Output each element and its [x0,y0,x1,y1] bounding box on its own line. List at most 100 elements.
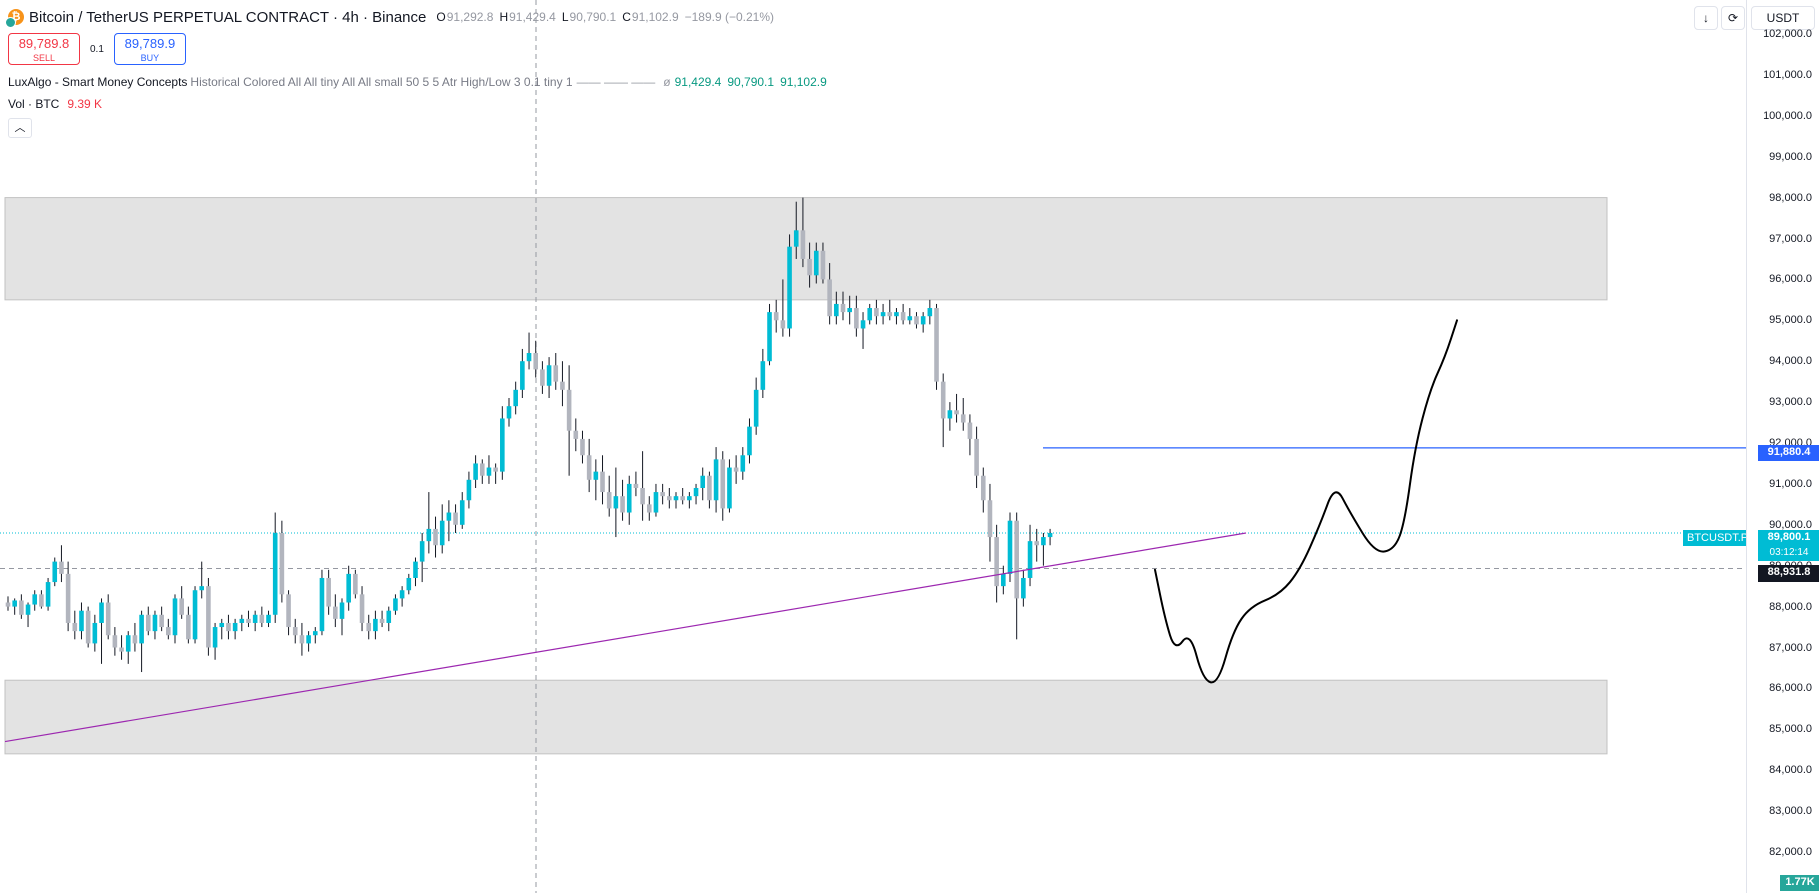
candle [52,557,58,587]
countdown-timer: 03:12:14 [1769,547,1809,558]
candle-body [680,496,685,501]
candle [900,303,906,325]
zone-box-1 [4,197,1608,301]
candle-body [426,528,432,542]
sell-button[interactable]: 89,789.8 SELL [8,33,80,65]
candle [680,487,685,505]
candle [419,532,425,583]
candle [353,569,358,599]
candle [613,467,619,538]
candle [767,303,772,366]
candle [1041,532,1046,566]
symbol-title[interactable]: Bitcoin / TetherUS PERPETUAL CONTRACT · … [29,8,427,26]
candle-body [1034,541,1040,546]
candle [19,594,24,619]
candle [439,504,445,554]
volume-badge: 1.77K [1780,875,1819,891]
ohlc-close: C91,102.9 [622,10,679,24]
candle-body [673,496,679,501]
candle [653,483,659,517]
candle [987,483,993,562]
candle [700,467,706,501]
candle [279,520,285,603]
indicator-params: Historical Colored All All tiny All All … [190,75,573,89]
candle-body [874,308,879,317]
candle [373,610,378,640]
candle [386,606,392,632]
candle-body [813,250,819,276]
candle [586,438,592,493]
candle-body [1007,520,1013,574]
candle [312,627,318,644]
price-tick-label: 88,000.0 [1769,600,1812,613]
candle [152,610,158,640]
candle [980,467,986,513]
candle-body [713,459,719,501]
candle [299,622,305,656]
candle-body [506,406,512,419]
chart-legend: ₿ Bitcoin / TetherUS PERPETUAL CONTRACT … [5,6,827,138]
candle [687,492,692,509]
candle [466,471,472,509]
candle [45,577,51,611]
candle-body [894,312,899,317]
indicator-dashes: —— —— —— [576,75,656,89]
price-tick-label: 101,000.0 [1763,68,1812,81]
candle [600,455,605,505]
buy-button[interactable]: 89,789.9 BUY [113,33,186,65]
candle [192,586,198,644]
candle [1007,512,1013,583]
candle [566,365,572,476]
candle-body [433,528,438,546]
candle [259,606,265,628]
candle-body [954,410,959,415]
candle-body [446,512,452,521]
volume-legend[interactable]: Vol · BTC 9.39 K [8,94,827,114]
zone-box-2 [4,679,1608,755]
candle [847,295,852,325]
candle-body [546,365,552,386]
candle-body [459,500,465,525]
candle-body [353,573,358,595]
last-price-badge: 89,800.1 03:12:14 [1758,530,1819,561]
currency-button[interactable]: USDT [1751,6,1815,30]
arrow-down-icon[interactable]: ↓ [1694,6,1718,30]
price-tick-label: 100,000.0 [1763,109,1812,122]
trendline [4,532,1247,743]
candle-body [272,532,278,615]
candle-body [834,303,839,317]
candle-body [479,463,485,476]
candle-body [306,635,311,644]
chevron-up-icon[interactable]: ︿ [8,118,32,138]
candle [1021,569,1026,607]
candle [65,561,71,632]
indicator-name: LuxAlgo - Smart Money Concepts [8,75,188,89]
candle [720,451,726,521]
candle [967,414,973,456]
indicator-value-1: 91,429.4 [674,75,722,89]
candle [12,598,17,615]
chart-area[interactable]: ₿ Bitcoin / TetherUS PERPETUAL CONTRACT … [0,0,1753,893]
candle-body [780,320,786,329]
candle-body [52,561,58,583]
candle [246,610,251,628]
candle-body [533,353,539,370]
candle-body [1001,573,1006,587]
price-scale[interactable]: USDT 102,000.0 101,000.0 100,000.0 99,000.0… [1746,0,1819,893]
candle [306,631,311,652]
candle [620,479,625,521]
refresh-icon[interactable]: ⟳ [1721,6,1745,30]
candle [920,312,926,333]
candle-body [540,369,545,386]
indicator-legend[interactable]: LuxAlgo - Smart Money Concepts Historica… [8,72,827,92]
candle-body [172,598,178,636]
candle-body [613,496,619,509]
candle-body [633,483,639,488]
candle-body [119,647,124,652]
candle-body [526,353,532,362]
candle-body [693,487,699,497]
price-tick-label: 93,000.0 [1769,396,1812,409]
sell-label: SELL [32,53,56,63]
candle-body [105,602,111,636]
price-chart[interactable] [0,0,1746,893]
